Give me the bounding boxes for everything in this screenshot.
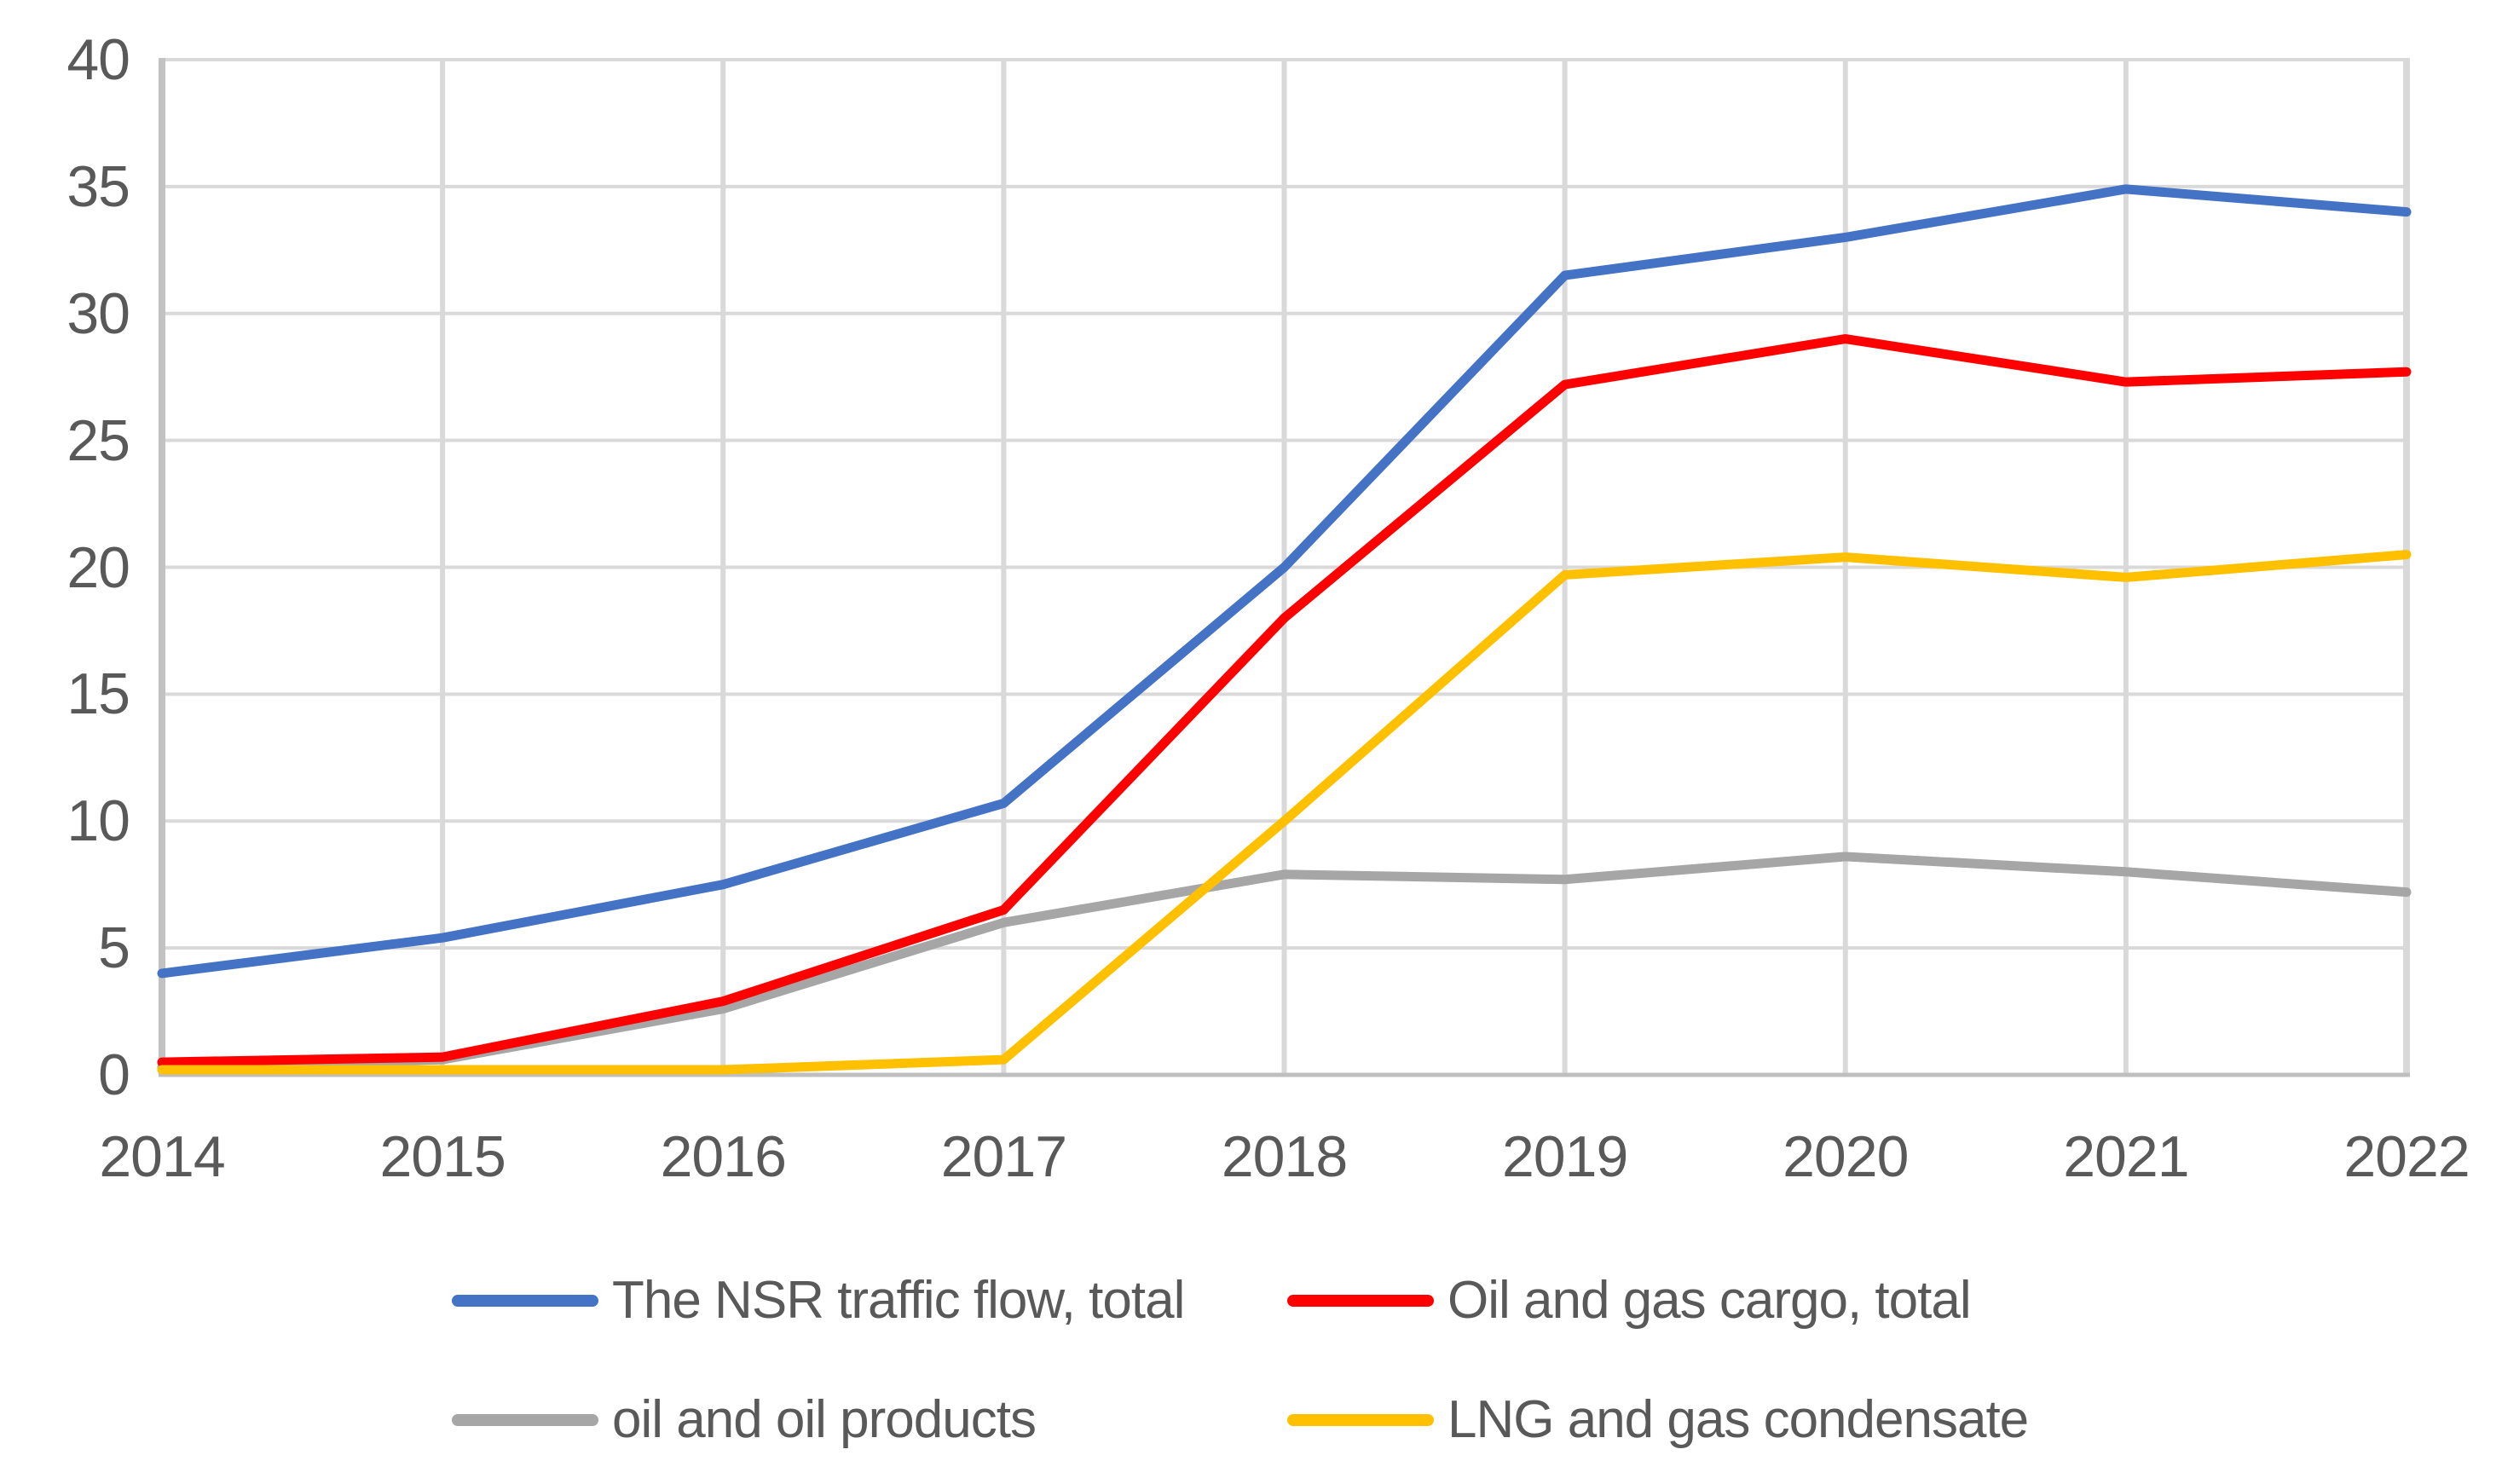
legend-item: Oil and gas cargo, total bbox=[1287, 1266, 1972, 1336]
legend-item-label: Oil and gas cargo, total bbox=[1447, 1271, 1972, 1330]
series-line-the-nsr-traffic-flow-total bbox=[157, 184, 2412, 979]
legend-color-swatch bbox=[452, 1295, 598, 1307]
legend-item: oil and oil products bbox=[452, 1385, 1037, 1455]
y-tick-label: 40 bbox=[66, 27, 130, 92]
legend-color-swatch bbox=[1287, 1295, 1434, 1307]
y-tick-label: 35 bbox=[66, 153, 130, 219]
y-tick-label: 20 bbox=[66, 534, 130, 600]
x-tick-label: 2017 bbox=[940, 1124, 1067, 1189]
legend-color-swatch bbox=[452, 1414, 598, 1426]
series-line-oil-and-gas-cargo-total bbox=[157, 334, 2412, 1067]
y-tick-label: 25 bbox=[66, 407, 130, 473]
series-line-lng-and-gas-condensate bbox=[157, 550, 2412, 1075]
legend-color-swatch bbox=[1287, 1414, 1434, 1426]
y-tick-label: 5 bbox=[98, 915, 130, 981]
y-tick-label: 15 bbox=[66, 661, 130, 727]
legend-item-label: LNG and gas condensate bbox=[1447, 1390, 2029, 1449]
legend-item-label: The NSR traffic flow, total bbox=[612, 1271, 1185, 1330]
x-tick-label: 2016 bbox=[660, 1124, 787, 1189]
y-tick-label: 10 bbox=[66, 788, 130, 854]
x-tick-label: 2018 bbox=[1221, 1124, 1348, 1189]
x-tick-label: 2019 bbox=[1501, 1124, 1628, 1189]
legend-item: LNG and gas condensate bbox=[1287, 1385, 2029, 1455]
y-tick-label: 30 bbox=[66, 280, 130, 346]
x-tick-label: 2014 bbox=[99, 1124, 225, 1189]
y-tick-label: 0 bbox=[98, 1042, 130, 1107]
x-tick-label: 2022 bbox=[2343, 1124, 2470, 1189]
x-tick-label: 2020 bbox=[1783, 1124, 1909, 1189]
x-tick-label: 2021 bbox=[2063, 1124, 2189, 1189]
legend-item: The NSR traffic flow, total bbox=[452, 1266, 1185, 1336]
legend-item-label: oil and oil products bbox=[612, 1390, 1037, 1449]
x-tick-label: 2015 bbox=[379, 1124, 506, 1189]
